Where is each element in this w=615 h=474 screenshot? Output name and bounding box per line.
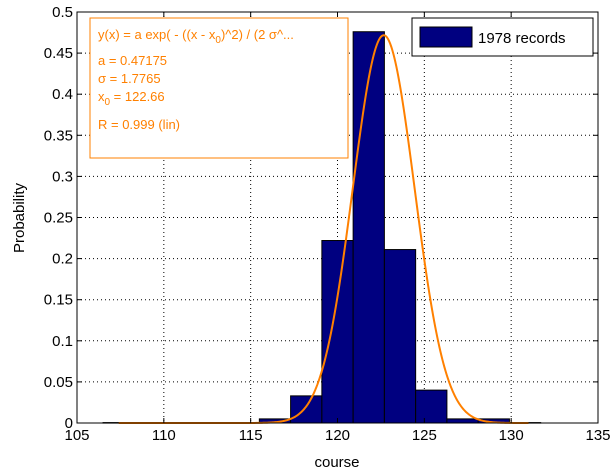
y-tick-label: 0.1: [52, 333, 73, 350]
x-tick-label: 135: [585, 427, 610, 444]
fit-formula: y(x) = a exp( - ((x - x0)^2) / (2 σ^...: [98, 27, 294, 46]
y-tick-label: 0.35: [44, 127, 73, 144]
fit-x0-label: x: [98, 89, 105, 104]
y-tick-label: 0: [65, 415, 73, 432]
x-tick-label: 110: [152, 427, 176, 444]
x-tick-label: 125: [412, 427, 437, 444]
fit-info-frame: [89, 17, 349, 159]
y-tick-label: 0.05: [44, 374, 73, 391]
x-tick-label: 105: [64, 427, 89, 444]
fit-formula-part2: )^2) / (2 σ^...: [221, 27, 294, 42]
y-tick-label: 0.25: [44, 210, 73, 227]
fit-info-box: y(x) = a exp( - ((x - x0)^2) / (2 σ^... …: [89, 17, 349, 159]
histogram-bar: [383, 249, 417, 424]
y-tick-label: 0.3: [52, 168, 73, 185]
x-tick-label: 130: [499, 427, 524, 444]
histogram-bar: [290, 395, 323, 424]
fit-param-a: a = 0.47175: [98, 53, 167, 68]
fit-x0-subscript: 0: [105, 97, 111, 108]
y-tick-label: 0.15: [44, 292, 73, 309]
fit-formula-part1: y(x) = a exp( - ((x - x: [98, 27, 216, 42]
legend-label: 1978 records: [478, 30, 566, 47]
axis-ticks: 105 110 115 120 125 130 135 0 0.05 0.1 0.15 0.2 0.25…: [44, 4, 611, 444]
y-tick-label: 0.2: [52, 251, 73, 268]
legend: 1978 records: [411, 17, 594, 57]
fit-x0-value: = 122.66: [110, 89, 165, 104]
fit-formula-subscript: 0: [215, 35, 221, 46]
y-tick-label: 0.5: [52, 4, 73, 21]
legend-swatch: [419, 26, 473, 48]
y-axis-label: Probability: [11, 182, 28, 253]
x-tick-label: 115: [239, 427, 263, 444]
fit-param-sigma: σ = 1.7765: [98, 71, 161, 86]
histogram-bar: [321, 240, 354, 424]
x-tick-label: 120: [325, 427, 350, 444]
bars-group: [102, 31, 542, 424]
x-axis-label: course: [314, 454, 359, 471]
histogram-bar: [415, 389, 448, 424]
y-tick-label: 0.4: [52, 86, 73, 103]
fit-param-r: R = 0.999 (lin): [98, 117, 180, 132]
y-tick-label: 0.45: [44, 45, 73, 62]
fit-param-x0: x0 = 122.66: [98, 89, 165, 108]
histogram-bar: [446, 418, 479, 424]
histogram-bar: [352, 31, 385, 424]
